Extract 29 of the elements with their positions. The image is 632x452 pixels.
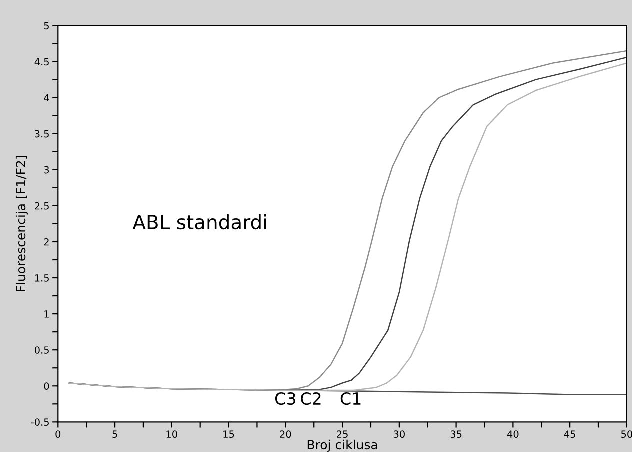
x-tick-label: 5 xyxy=(112,430,118,438)
y-tick-label: 2 xyxy=(44,238,49,246)
x-tick-label: 20 xyxy=(280,430,292,438)
x-tick-label: 30 xyxy=(394,430,405,438)
y-axis-title: Fluorescencija [F1/F2] xyxy=(16,156,28,292)
y-tick-label: 2.5 xyxy=(35,202,49,210)
y-tick-label: 0 xyxy=(44,382,50,390)
y-tick-label: -0.5 xyxy=(31,418,49,426)
y-tick-label: 1.5 xyxy=(35,274,49,282)
y-tick-label: 4 xyxy=(44,94,50,102)
x-tick-label: 45 xyxy=(564,430,576,438)
x-tick-label: 15 xyxy=(224,430,234,438)
y-tick-label: 3.5 xyxy=(35,130,49,138)
x-tick-label: 25 xyxy=(337,430,348,438)
annotation: C1 xyxy=(340,392,361,406)
x-axis-title: Broj ciklusa xyxy=(308,440,378,452)
x-tick-label: 50 xyxy=(622,430,632,438)
annotation: ABL standardi xyxy=(132,214,266,230)
y-tick-label: 0.5 xyxy=(34,346,49,354)
x-tick-label: 40 xyxy=(507,430,519,438)
annotation: C2 xyxy=(301,392,321,406)
y-tick-label: 3 xyxy=(44,166,50,174)
y-tick-label: 5 xyxy=(44,22,49,30)
annotation: C3 xyxy=(275,392,296,406)
y-tick-label: 4.5 xyxy=(34,58,49,66)
x-tick-label: 10 xyxy=(166,430,178,438)
x-tick-label: 0 xyxy=(56,430,61,438)
x-tick-label: 35 xyxy=(450,430,462,438)
y-tick-label: 1 xyxy=(44,310,49,318)
